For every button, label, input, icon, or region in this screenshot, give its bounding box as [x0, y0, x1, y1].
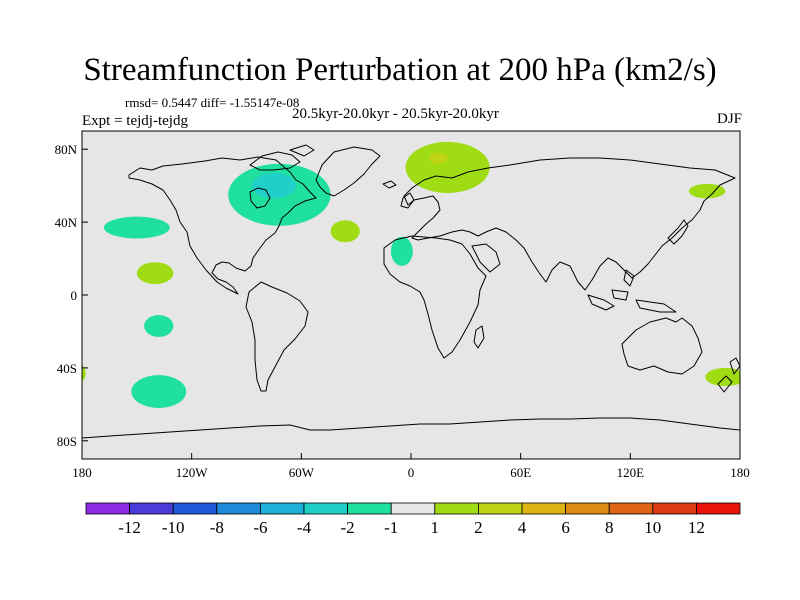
colorbar-bin	[85, 502, 130, 515]
colorbar-label: 10	[644, 518, 661, 537]
coast-madagascar	[473, 325, 485, 349]
colorbar-label: 12	[688, 518, 705, 537]
coast-eurasia	[403, 157, 736, 291]
coast-maritime	[587, 269, 677, 313]
colorbar: -12 -10 -8 -6 -4 -2 -1 1 2 4 6 8 10 12	[85, 502, 741, 537]
anomaly-subtropical-pacific	[136, 262, 174, 285]
anomaly-scandinavia-core	[429, 152, 448, 164]
x-tick-label: 180	[730, 465, 750, 480]
colorbar-label: -4	[297, 518, 312, 537]
coast-iceland	[382, 180, 397, 189]
coast-greenland	[315, 146, 381, 197]
x-tick-label: 120W	[176, 465, 209, 480]
season-label: DJF	[716, 111, 742, 127]
x-tick-label: 60E	[510, 465, 531, 480]
coastlines	[82, 144, 740, 459]
y-tick-label: 0	[71, 288, 78, 303]
coast-south-america	[245, 281, 309, 392]
colorbar-bin	[565, 502, 610, 515]
colorbar-label: -8	[210, 518, 224, 537]
colorbar-bin	[521, 502, 566, 515]
coast-japan	[667, 219, 689, 245]
colorbar-bin	[608, 502, 654, 515]
coast-africa	[383, 235, 487, 359]
coast-australia	[621, 317, 703, 375]
colorbar-label: 2	[474, 518, 483, 537]
y-tick-label: 40S	[57, 361, 77, 376]
coast-arabia	[471, 243, 501, 273]
colorbar-bin	[390, 502, 436, 515]
anomaly-hudson-core	[251, 172, 296, 199]
stats-line: rmsd= 0.5447 diff= -1.55147e-08	[125, 95, 300, 110]
y-tick-label: 80N	[55, 142, 78, 157]
colorbar-bin	[129, 502, 174, 515]
coast-arctic-islands	[249, 144, 315, 171]
coast-north-america	[128, 156, 317, 295]
anomaly-east-asia	[688, 183, 726, 199]
x-tick-label: 180	[72, 465, 92, 480]
colorbar-bin	[347, 502, 392, 515]
anomaly-scandinavia	[405, 141, 490, 193]
anomaly-layer	[82, 141, 740, 408]
x-axis: 180 120W 60W 0 60E 120E 180	[72, 453, 750, 480]
y-tick-label: 80S	[57, 434, 77, 449]
anomaly-south-pacific-high-lat	[131, 375, 187, 408]
colorbar-label: 8	[605, 518, 614, 537]
colorbar-bin	[652, 502, 697, 515]
map-background	[82, 131, 740, 459]
anomaly-west-africa	[390, 236, 413, 266]
x-tick-label: 60W	[289, 465, 315, 480]
coast-antarctica	[82, 417, 740, 459]
colorbar-bin	[303, 502, 348, 515]
coast-hudson-bay	[249, 187, 271, 209]
colorbar-label: -12	[118, 518, 141, 537]
colorbar-label: 6	[561, 518, 570, 537]
colorbar-bin	[216, 502, 261, 515]
colorbar-label: -10	[162, 518, 185, 537]
chart-title: Streamfunction Perturbation at 200 hPa (…	[83, 52, 717, 88]
anomaly-west-edge	[82, 366, 86, 381]
colorbar-label: -1	[384, 518, 398, 537]
experiment-label: Expt = tejdj-tejdg	[82, 113, 188, 129]
y-axis: 80N 40N 0 40S 80S	[55, 142, 88, 449]
colorbar-bin	[172, 502, 218, 515]
x-tick-label: 120E	[617, 465, 645, 480]
anomaly-south-pacific	[144, 315, 174, 337]
anomaly-north-pacific	[103, 216, 170, 239]
colorbar-bin	[696, 502, 741, 515]
colorbar-bin	[477, 502, 523, 515]
y-tick-label: 40N	[55, 215, 78, 230]
coast-new-zealand	[717, 357, 740, 393]
colorbar-label: -2	[341, 518, 355, 537]
period-label: 20.5kyr-20.0kyr - 20.5kyr-20.0kyr	[292, 106, 499, 122]
colorbar-label: 4	[518, 518, 527, 537]
colorbar-label: 1	[431, 518, 440, 537]
colorbar-bin	[434, 502, 479, 515]
colorbar-label: -6	[253, 518, 267, 537]
anomaly-central-atlantic	[330, 220, 360, 243]
coast-british-isles	[400, 192, 415, 209]
x-tick-label: 0	[408, 465, 415, 480]
colorbar-bin	[259, 502, 305, 515]
